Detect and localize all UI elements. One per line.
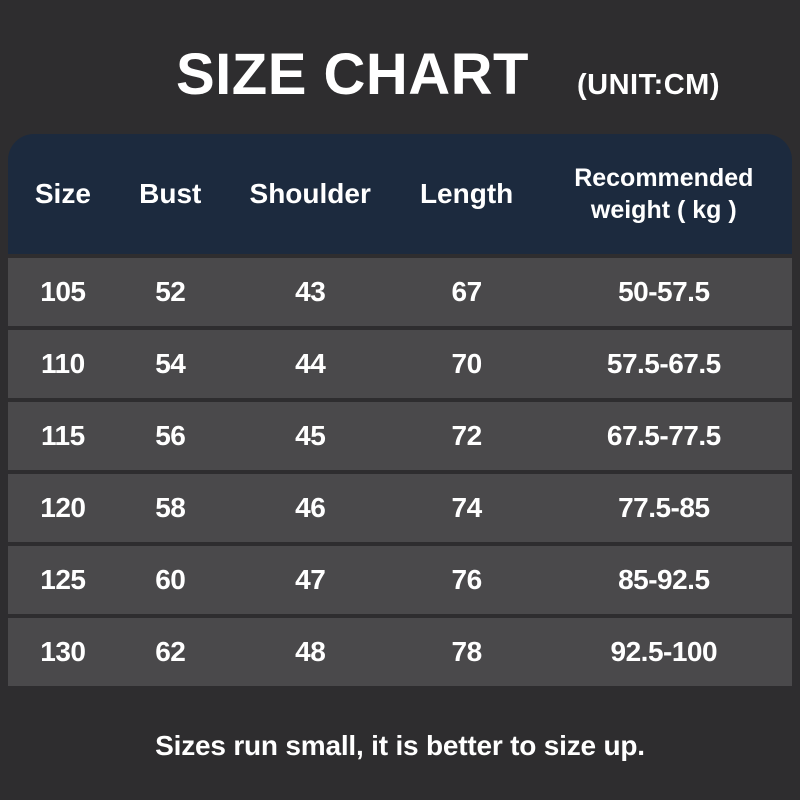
table-cell: 67: [397, 258, 536, 326]
table-cell: 77.5-85: [535, 474, 792, 542]
footer-note: Sizes run small, it is better to size up…: [155, 730, 645, 761]
table-row: 120 58 46 74 77.5-85: [8, 474, 792, 542]
table-cell: 120: [8, 474, 118, 542]
table-cell: 72: [397, 402, 536, 470]
table-row: 105 52 43 67 50-57.5: [8, 258, 792, 326]
table-cell: 44: [222, 330, 398, 398]
table-header-row: Size Bust Shoulder Length Recommended weight…: [8, 134, 792, 254]
table-body: 105 52 43 67 50-57.5 110 54 44 70 57.5-67.5 115 56 4…: [8, 258, 792, 686]
table-head: Size Bust Shoulder Length Recommended weight…: [8, 134, 792, 254]
table-cell: 57.5-67.5: [535, 330, 792, 398]
table-cell: 43: [222, 258, 398, 326]
size-chart-table: Size Bust Shoulder Length Recommended weight…: [8, 130, 792, 690]
table-cell: 48: [222, 618, 398, 686]
table-cell: 130: [8, 618, 118, 686]
table-cell: 115: [8, 402, 118, 470]
table-cell: 47: [222, 546, 398, 614]
table-row: 130 62 48 78 92.5-100: [8, 618, 792, 686]
table-cell: 56: [117, 402, 223, 470]
table-cell: 45: [222, 402, 398, 470]
table-cell: 110: [8, 330, 118, 398]
table-cell: 60: [117, 546, 223, 614]
table-cell: 125: [8, 546, 118, 614]
title-row: SIZE CHART (UNIT:CM): [48, 46, 800, 114]
table-cell: 74: [397, 474, 536, 542]
table-cell: 52: [117, 258, 223, 326]
column-header-length: Length: [397, 134, 536, 254]
table-cell: 105: [8, 258, 118, 326]
table-cell: 92.5-100: [535, 618, 792, 686]
column-header-size: Size: [8, 134, 118, 254]
table-cell: 67.5-77.5: [535, 402, 792, 470]
table-row: 110 54 44 70 57.5-67.5: [8, 330, 792, 398]
table-row: 125 60 47 76 85-92.5: [8, 546, 792, 614]
table-row: 115 56 45 72 67.5-77.5: [8, 402, 792, 470]
table-cell: 50-57.5: [535, 258, 792, 326]
column-header-bust: Bust: [117, 134, 223, 254]
table-cell: 46: [222, 474, 398, 542]
table-cell: 62: [117, 618, 223, 686]
table-cell: 58: [117, 474, 223, 542]
column-header-recommended-weight-kg: Recommended weight ( kg ): [535, 134, 792, 254]
table-cell: 76: [397, 546, 536, 614]
table-cell: 85-92.5: [535, 546, 792, 614]
page-title: SIZE CHART: [175, 42, 529, 107]
unit-label: (UNIT:CM): [576, 69, 720, 101]
table-cell: 54: [117, 330, 223, 398]
table-cell: 70: [397, 330, 536, 398]
column-header-shoulder: Shoulder: [222, 134, 398, 254]
table-cell: 78: [397, 618, 536, 686]
